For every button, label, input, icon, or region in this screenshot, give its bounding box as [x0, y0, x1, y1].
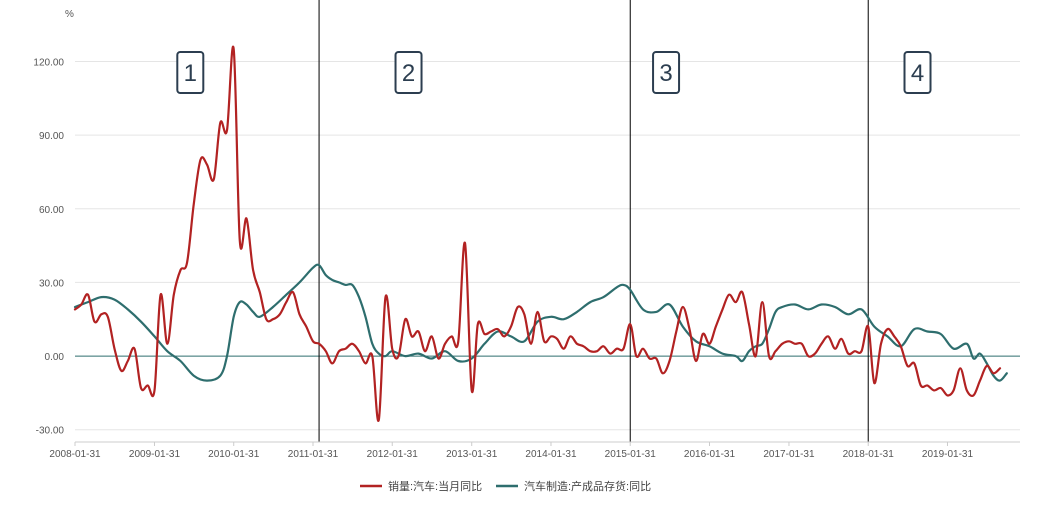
- phase-box: [903, 51, 932, 94]
- legend-item-sales[interactable]: 销量:汽车:当月同比: [360, 479, 482, 493]
- y-tick-label: 60.00: [39, 205, 64, 216]
- grid-layer: [75, 60, 1020, 431]
- phase-box: [394, 51, 423, 94]
- legend-item-inventory[interactable]: 汽车制造:产成品存货:同比: [496, 479, 651, 493]
- phase-box: [176, 51, 205, 94]
- phase-number: 4: [911, 60, 924, 87]
- x-tick-label: 2012-01-31: [367, 449, 419, 460]
- phase-label-3: 3: [652, 51, 681, 94]
- y-tick-label: 90.00: [39, 131, 64, 142]
- series-layer: [73, 45, 1008, 422]
- legend-label: 销量:汽车:当月同比: [388, 479, 482, 493]
- x-tick-label: 2019-01-31: [922, 449, 974, 460]
- phase-box: [652, 51, 681, 94]
- y-tick-label: 120.00: [33, 57, 64, 68]
- y-unit-label: %: [65, 9, 74, 20]
- legend-label: 汽车制造:产成品存货:同比: [524, 479, 651, 493]
- phase-label-2: 2: [394, 51, 423, 94]
- y-tick-label: 30.00: [39, 278, 64, 289]
- phase-label-4: 4: [903, 51, 932, 94]
- axis-layer: % 120.00 90.00 60.00 30.00 0.00 -30.00 2008-01-…: [33, 9, 1020, 460]
- legend[interactable]: 销量:汽车:当月同比 汽车制造:产成品存货:同比: [360, 479, 651, 493]
- phase-number: 2: [402, 60, 415, 87]
- phase-layer: 1 2 3 4: [176, 51, 932, 94]
- x-tick-label: 2008-01-31: [49, 449, 101, 460]
- x-tick-label: 2010-01-31: [208, 449, 260, 460]
- series-line-inventory[interactable]: [73, 263, 1008, 382]
- x-tick-label: 2013-01-31: [446, 449, 498, 460]
- phase-number: 1: [184, 60, 197, 87]
- y-tick-label: -30.00: [36, 426, 65, 437]
- x-tick-label: 2018-01-31: [843, 449, 895, 460]
- x-tick-label: 2009-01-31: [129, 449, 181, 460]
- x-tick-label: 2015-01-31: [605, 449, 657, 460]
- series-line-sales[interactable]: [73, 45, 1002, 422]
- y-tick-label: 0.00: [45, 352, 65, 363]
- divider-layer: [318, 0, 869, 442]
- phase-label-1: 1: [176, 51, 205, 94]
- phase-number: 3: [659, 60, 672, 87]
- x-tick-label: 2014-01-31: [525, 449, 577, 460]
- x-tick-label: 2017-01-31: [763, 449, 815, 460]
- x-tick-label: 2016-01-31: [684, 449, 736, 460]
- x-tick-label: 2011-01-31: [288, 449, 339, 460]
